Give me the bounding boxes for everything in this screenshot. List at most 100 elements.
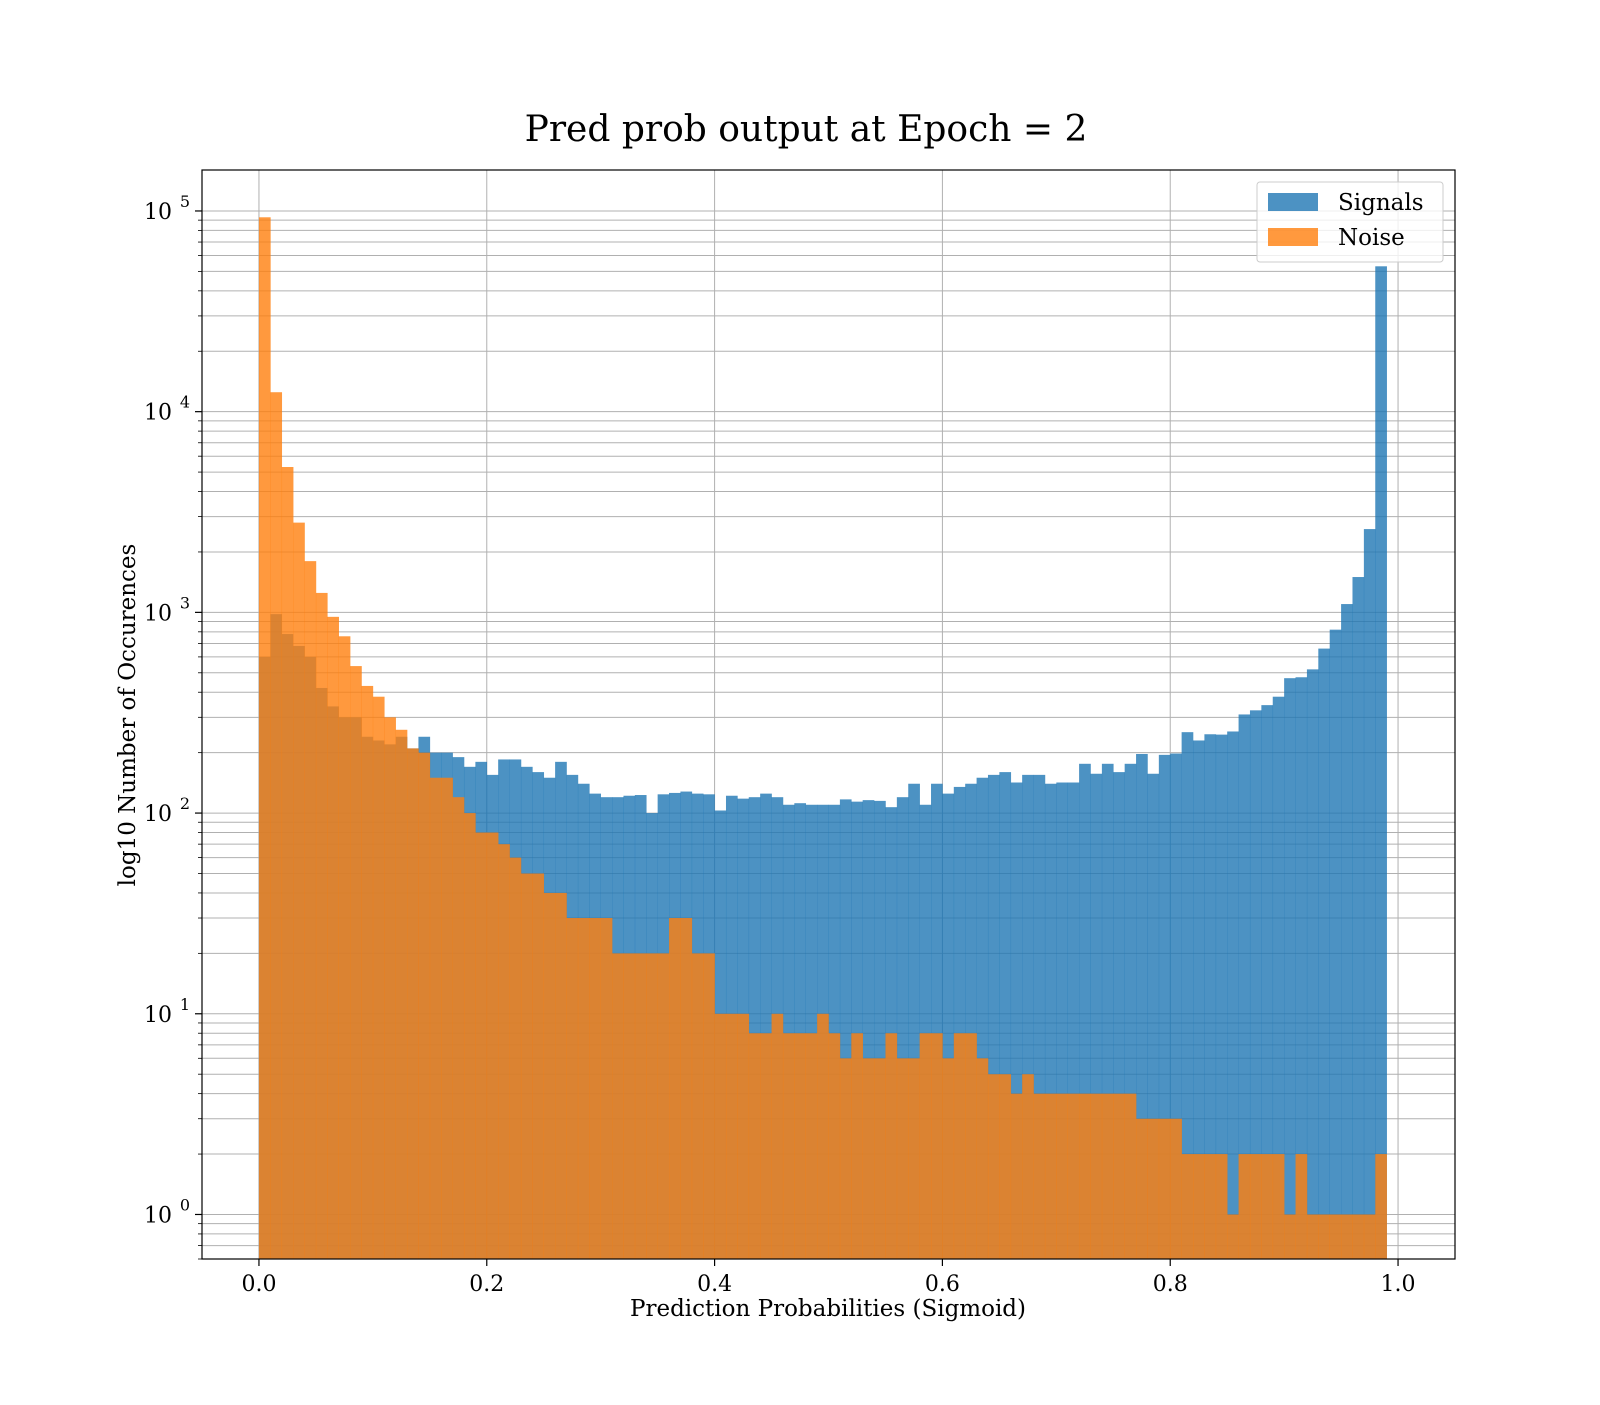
bar-noise bbox=[782, 1033, 795, 1259]
bar-noise bbox=[418, 752, 431, 1259]
legend-label-noise: Noise bbox=[1338, 225, 1405, 251]
bar-signals bbox=[782, 804, 795, 1259]
bar-signals bbox=[851, 801, 863, 1259]
x-axis-label: Prediction Probabilities (Sigmoid) bbox=[630, 1296, 1026, 1322]
bar-signals bbox=[1124, 763, 1137, 1259]
bar-noise bbox=[691, 953, 704, 1259]
bar-signals bbox=[1227, 731, 1239, 1259]
bar-noise bbox=[1136, 1118, 1148, 1259]
bar-signals bbox=[1010, 782, 1023, 1259]
bar-signals bbox=[1101, 763, 1114, 1259]
bar-signals bbox=[1238, 714, 1251, 1259]
bar-noise bbox=[646, 953, 658, 1259]
bar-noise bbox=[463, 813, 476, 1259]
bar-noise bbox=[1261, 1154, 1274, 1259]
bar-noise bbox=[1101, 1093, 1114, 1259]
bar-noise bbox=[315, 592, 328, 1259]
bar-noise bbox=[1181, 1154, 1194, 1259]
bar-signals bbox=[919, 804, 932, 1259]
legend-label-signals: Signals bbox=[1338, 190, 1424, 216]
bar-signals bbox=[1079, 763, 1091, 1259]
bar-noise bbox=[258, 217, 271, 1259]
y-tick-label-exponent: 3 bbox=[180, 593, 190, 612]
bar-signals bbox=[896, 797, 909, 1259]
legend: Signals Noise bbox=[1256, 181, 1444, 263]
y-tick-label-exponent: 5 bbox=[180, 192, 190, 211]
bar-noise bbox=[1147, 1118, 1160, 1259]
bar-noise bbox=[270, 392, 283, 1259]
bar-noise bbox=[429, 777, 442, 1259]
bar-noise bbox=[999, 1074, 1012, 1259]
bar-noise bbox=[680, 918, 693, 1259]
x-tick-label: 0.8 bbox=[1153, 1272, 1188, 1297]
y-tick-label-exponent: 1 bbox=[180, 995, 190, 1014]
bar-noise bbox=[1249, 1154, 1262, 1259]
bar-signals bbox=[1341, 604, 1353, 1259]
bar-signals bbox=[965, 783, 977, 1259]
bar-noise bbox=[1238, 1154, 1251, 1259]
bar-noise bbox=[555, 892, 567, 1259]
bar-noise bbox=[1079, 1093, 1091, 1259]
y-axis-label: log10 Number of Occurences bbox=[115, 544, 141, 887]
bar-noise bbox=[760, 1033, 772, 1259]
bar-noise bbox=[714, 1013, 727, 1259]
bar-noise bbox=[600, 918, 613, 1259]
bar-noise bbox=[703, 953, 715, 1259]
bar-noise bbox=[634, 953, 647, 1259]
bar-noise bbox=[885, 1033, 898, 1259]
bar-noise bbox=[452, 797, 465, 1259]
bar-signals bbox=[1113, 772, 1125, 1259]
bar-noise bbox=[748, 1033, 761, 1259]
bar-noise bbox=[828, 1033, 841, 1259]
bar-noise bbox=[475, 832, 488, 1259]
bar-signals bbox=[828, 804, 841, 1259]
bar-noise bbox=[1204, 1154, 1217, 1259]
bar-signals bbox=[1136, 753, 1148, 1259]
y-tick-label-exponent: 4 bbox=[180, 393, 190, 412]
y-tick-label: 10 bbox=[144, 1003, 172, 1028]
bar-signals bbox=[862, 800, 875, 1259]
bar-noise bbox=[1329, 1214, 1342, 1259]
bar-signals bbox=[1044, 783, 1057, 1259]
bar-noise bbox=[657, 953, 670, 1259]
bar-signals bbox=[1090, 773, 1103, 1259]
x-tick-label: 0.2 bbox=[469, 1272, 504, 1297]
bar-noise bbox=[293, 522, 305, 1259]
bar-noise bbox=[589, 918, 601, 1259]
bar-signals bbox=[1261, 705, 1274, 1259]
bar-signals bbox=[1067, 782, 1080, 1259]
bar-signals bbox=[1272, 696, 1285, 1259]
bar-noise bbox=[1090, 1093, 1103, 1259]
bar-noise bbox=[874, 1058, 886, 1259]
bar-signals bbox=[748, 797, 761, 1259]
bar-signals bbox=[1193, 740, 1205, 1259]
bar-noise bbox=[350, 666, 362, 1259]
bar-noise bbox=[839, 1058, 852, 1259]
bar-noise bbox=[942, 1058, 955, 1259]
bar-noise bbox=[1284, 1214, 1296, 1259]
bar-noise bbox=[1010, 1093, 1023, 1259]
bar-noise bbox=[304, 561, 317, 1259]
bar-noise bbox=[737, 1013, 750, 1259]
bar-signals bbox=[1352, 577, 1365, 1259]
legend-swatch-noise bbox=[1268, 228, 1318, 246]
plot-frame bbox=[201, 169, 1456, 1260]
bar-signals bbox=[1284, 678, 1296, 1259]
bar-noise bbox=[577, 918, 590, 1259]
bar-signals bbox=[874, 800, 886, 1259]
bar-noise bbox=[919, 1033, 932, 1259]
bar-noise bbox=[1056, 1093, 1069, 1259]
bar-signals bbox=[1363, 529, 1376, 1259]
bar-noise bbox=[1124, 1093, 1137, 1259]
bar-signals bbox=[976, 777, 989, 1259]
bar-signals bbox=[794, 803, 807, 1259]
bar-noise bbox=[1295, 1154, 1308, 1259]
bar-signals bbox=[1306, 669, 1319, 1259]
bar-signals bbox=[942, 793, 955, 1259]
bar-noise bbox=[498, 844, 510, 1259]
y-axis-ticks: 10 0 10 1 10 2 10 3 10 4 10 5 bbox=[144, 192, 202, 1260]
bar-noise bbox=[862, 1058, 875, 1259]
bar-noise bbox=[1193, 1154, 1205, 1259]
bar-signals bbox=[1158, 754, 1171, 1259]
